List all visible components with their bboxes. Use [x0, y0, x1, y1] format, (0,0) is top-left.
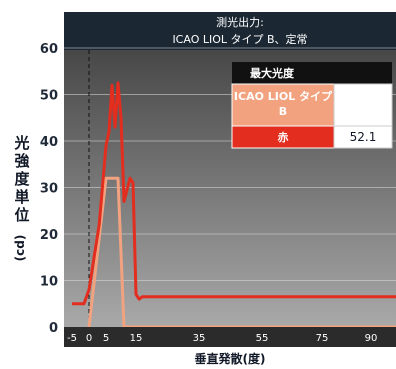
chart-title-line1: 測光出力:	[216, 15, 264, 29]
x-tick-label: 5	[103, 333, 109, 344]
x-tick-label: 0	[86, 333, 92, 344]
legend-row2-value-cell	[333, 125, 393, 149]
title-background	[64, 12, 396, 50]
y-tick-label: 60	[40, 42, 58, 57]
y-tick-label: 50	[40, 89, 58, 104]
y-axis-unit: (cd)	[13, 235, 27, 262]
y-axis-label: 光強度単位	[13, 134, 30, 224]
y-tick-label: 20	[40, 228, 58, 243]
y-tick-label: 30	[40, 182, 58, 197]
y-tick-label: 40	[40, 135, 58, 150]
x-tick-label: 75	[316, 333, 329, 344]
series-line-red	[72, 81, 396, 306]
x-axis-band	[64, 327, 396, 347]
legend-header: 最大光度	[250, 66, 295, 80]
x-tick-label: 55	[256, 333, 269, 344]
legend-row2-label: 赤	[278, 130, 289, 144]
y-tick-labels: 0 10 20 30 40 50 60	[40, 42, 58, 336]
x-tick-label: -5	[67, 333, 77, 344]
legend-row1-swatch	[231, 83, 335, 127]
y-tick-label: 10	[40, 275, 58, 290]
x-tick-labels: -5 0 5 15 35 55 75 90	[67, 333, 377, 344]
y-tick-label: 0	[49, 321, 58, 336]
chart-title-line2: ICAO LIOL タイプ B、定常	[172, 32, 307, 46]
x-tick-label: 35	[193, 333, 206, 344]
legend-row1-value-cell	[333, 83, 393, 127]
x-axis-label: 垂直発散(度)	[195, 351, 266, 366]
legend: 最大光度 ICAO LIOL タイプ B 赤 52.1	[231, 62, 393, 149]
x-tick-label: 15	[130, 333, 143, 344]
x-tick-label: 90	[365, 333, 378, 344]
legend-row2-value: 52.1	[350, 130, 377, 144]
plot-background	[64, 12, 396, 327]
legend-row1-label: ICAO LIOL タイプ B	[234, 89, 333, 118]
legend-header-bg	[232, 62, 392, 84]
